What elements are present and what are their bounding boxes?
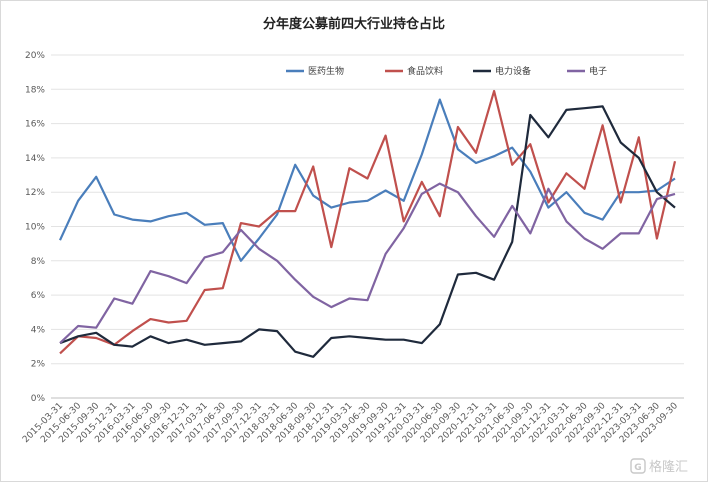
series-line-1 bbox=[59, 98, 676, 262]
y-tick-label: 16% bbox=[25, 120, 45, 130]
y-tick-label: 14% bbox=[25, 154, 45, 164]
y-tick-label: 6% bbox=[31, 291, 46, 301]
legend: 医药生物 食品饮料 电力设备 电子 bbox=[286, 65, 607, 77]
svg-text:G: G bbox=[634, 463, 641, 473]
y-tick-label: 0% bbox=[31, 394, 46, 404]
chart-title: 分年度公募前四大行业持仓占比 bbox=[263, 16, 445, 32]
legend-label-3: 电力设备 bbox=[495, 65, 531, 77]
series-line-3 bbox=[59, 105, 676, 358]
grid-lines bbox=[51, 54, 684, 399]
legend-label-1: 医药生物 bbox=[308, 65, 344, 77]
y-tick-label: 2% bbox=[31, 360, 46, 370]
legend-label-4: 电子 bbox=[589, 65, 607, 77]
y-tick-label: 8% bbox=[31, 257, 46, 267]
series-line-4 bbox=[59, 182, 676, 344]
series-line-2 bbox=[59, 89, 677, 355]
legend-label-2: 食品饮料 bbox=[407, 65, 443, 77]
gelonghui-logo-icon: G bbox=[630, 458, 646, 474]
y-tick-label: 18% bbox=[25, 85, 45, 95]
y-tick-label: 10% bbox=[25, 223, 45, 233]
watermark: G 格隆汇 bbox=[630, 458, 688, 475]
y-tick-label: 20% bbox=[25, 51, 45, 61]
watermark-text: 格隆汇 bbox=[649, 459, 688, 475]
y-tick-label: 12% bbox=[25, 188, 45, 198]
series-lines bbox=[59, 89, 677, 358]
y-tick-label: 4% bbox=[31, 325, 46, 335]
x-axis-ticks: 2015-03-312015-06-302015-09-302015-12-31… bbox=[21, 401, 680, 445]
y-axis-ticks: 0% 2% 4% 6% 8% 10% 12% 14% 16% 18% 20% bbox=[25, 51, 45, 404]
